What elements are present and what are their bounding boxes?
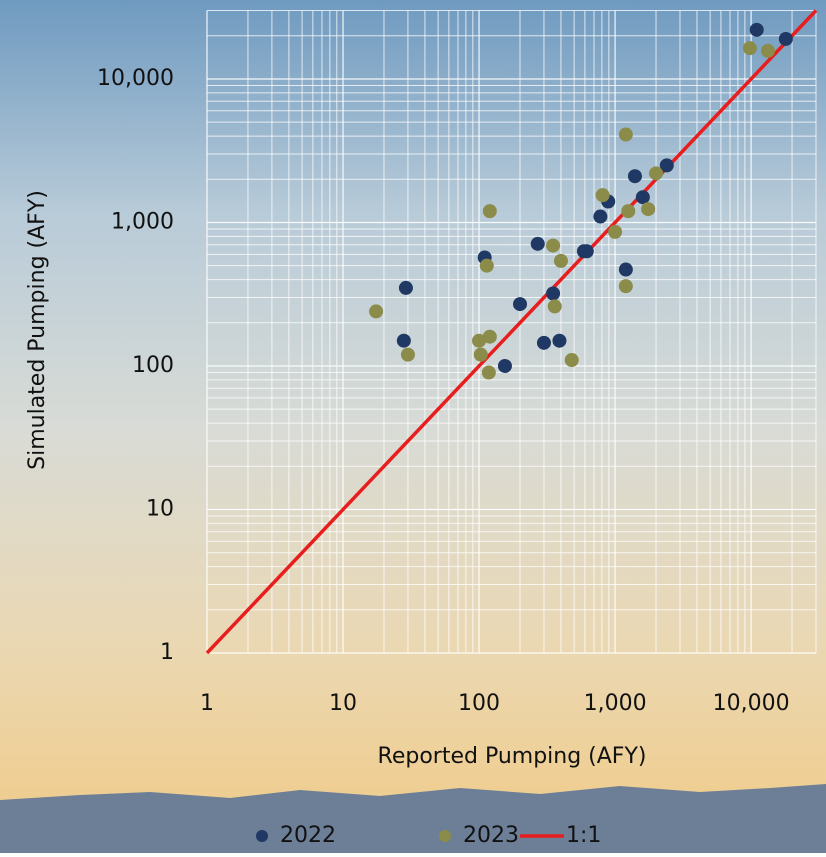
x-tick-label: 1,000 bbox=[584, 691, 647, 716]
mountains bbox=[0, 784, 826, 853]
point bbox=[399, 281, 413, 295]
point bbox=[649, 166, 663, 180]
x-tick-label: 100 bbox=[458, 691, 500, 716]
y-tick-label: 10 bbox=[146, 496, 174, 521]
point bbox=[554, 254, 568, 268]
point bbox=[483, 204, 497, 218]
point bbox=[619, 279, 633, 293]
point bbox=[480, 259, 494, 273]
point bbox=[537, 336, 551, 350]
legend-label: 2022 bbox=[280, 823, 336, 848]
y-tick-label: 10,000 bbox=[97, 66, 174, 91]
point bbox=[548, 299, 562, 313]
chart: Reported Pumping (AFY) Simulated Pumping… bbox=[0, 0, 826, 853]
point bbox=[743, 41, 757, 55]
point bbox=[580, 244, 594, 258]
point bbox=[483, 330, 497, 344]
point bbox=[565, 353, 579, 367]
point bbox=[641, 202, 655, 216]
background bbox=[0, 0, 826, 853]
point bbox=[474, 348, 488, 362]
legend-label: 2023 bbox=[463, 823, 519, 848]
x-tick-label: 1 bbox=[200, 691, 214, 716]
x-tick-label: 10 bbox=[329, 691, 357, 716]
point bbox=[513, 297, 527, 311]
point bbox=[552, 334, 566, 348]
point bbox=[628, 169, 642, 183]
y-tick-label: 1,000 bbox=[111, 209, 174, 234]
point bbox=[619, 128, 633, 142]
point bbox=[779, 32, 793, 46]
legend-swatch bbox=[256, 830, 268, 842]
point bbox=[761, 44, 775, 58]
point bbox=[401, 348, 415, 362]
x-tick-label: 10,000 bbox=[713, 691, 790, 716]
point bbox=[369, 304, 383, 318]
point bbox=[482, 366, 496, 380]
point bbox=[750, 23, 764, 37]
legend-label: 1:1 bbox=[566, 823, 601, 848]
point bbox=[621, 204, 635, 218]
y-tick-label: 100 bbox=[132, 353, 174, 378]
y-tick-label: 1 bbox=[160, 640, 174, 665]
x-axis-title: Reported Pumping (AFY) bbox=[378, 744, 647, 769]
legend-swatch bbox=[439, 830, 451, 842]
point bbox=[596, 188, 610, 202]
y-axis-title: Simulated Pumping (AFY) bbox=[25, 190, 50, 470]
point bbox=[593, 210, 607, 224]
point bbox=[397, 334, 411, 348]
point bbox=[546, 286, 560, 300]
point bbox=[546, 239, 560, 253]
point bbox=[531, 237, 545, 251]
point bbox=[619, 263, 633, 277]
point bbox=[608, 225, 622, 239]
point bbox=[498, 359, 512, 373]
